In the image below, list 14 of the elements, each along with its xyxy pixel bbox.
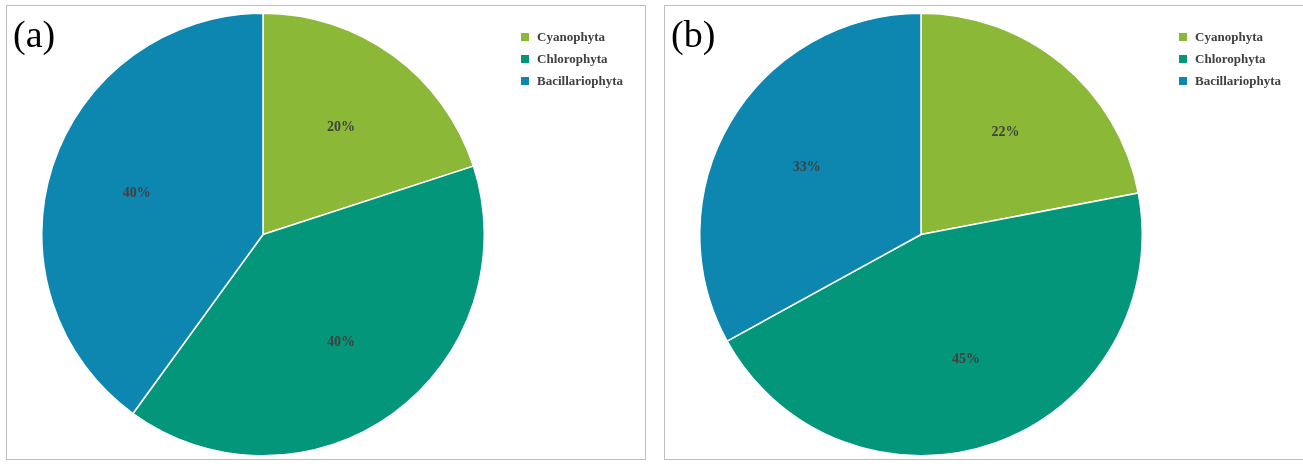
chart-title: (b) (671, 12, 716, 56)
legend-label: Bacillariophyta (1195, 73, 1281, 89)
chart-title: (a) (13, 12, 56, 56)
legend-label: Chlorophyta (537, 51, 608, 67)
legend-label: Cyanophyta (1195, 29, 1263, 45)
data-label: 20% (327, 118, 356, 134)
legend-label: Bacillariophyta (537, 73, 623, 89)
legend-label: Chlorophyta (1195, 51, 1266, 67)
legend-label: Cyanophyta (537, 29, 605, 45)
data-label: 22% (991, 123, 1020, 139)
data-label: 40% (122, 185, 151, 201)
data-label: 33% (792, 158, 821, 174)
data-label: 40% (327, 333, 356, 349)
data-label: 45% (951, 351, 980, 367)
